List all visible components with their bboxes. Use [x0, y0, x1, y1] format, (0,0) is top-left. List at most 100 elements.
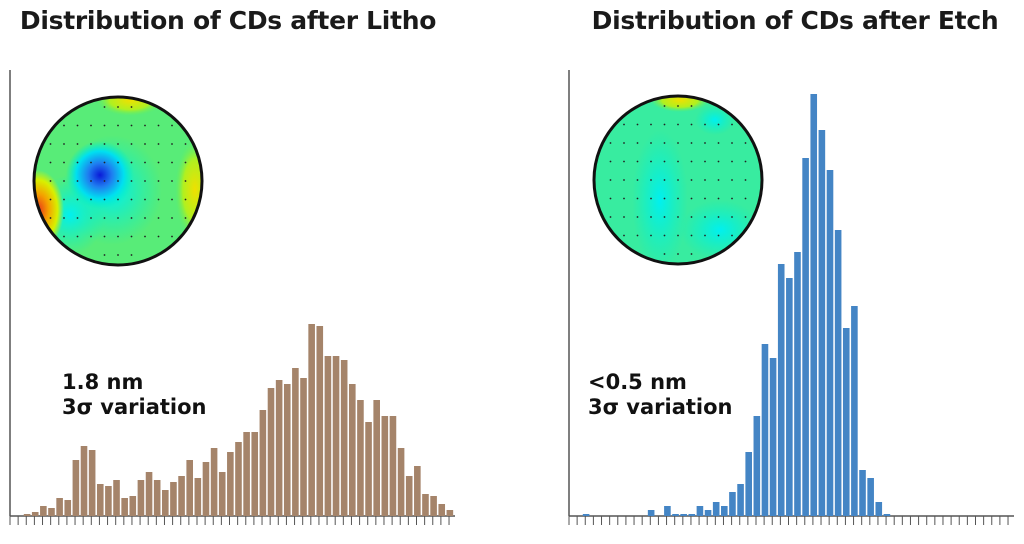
measurement-site: [744, 142, 747, 144]
measurement-site: [171, 180, 173, 182]
measurement-site: [690, 216, 693, 218]
litho-bar: [324, 356, 332, 516]
measurement-site: [731, 179, 733, 181]
measurement-site: [744, 216, 747, 218]
etch-bar: [672, 514, 679, 516]
etch-bar: [883, 514, 891, 516]
measurement-site: [90, 235, 92, 238]
etch-annotation: <0.5 nm 3σ variation: [588, 370, 732, 420]
measurement-site: [117, 217, 119, 219]
litho-bar: [48, 508, 55, 516]
measurement-site: [117, 180, 119, 182]
litho-variation-value: 1.8 nm: [62, 370, 144, 394]
measurement-site: [663, 160, 666, 163]
measurement-site: [677, 179, 679, 181]
measurement-site: [704, 179, 706, 181]
measurement-site: [157, 161, 160, 164]
measurement-site: [690, 123, 693, 126]
measurement-site: [130, 106, 133, 108]
measurement-site: [704, 160, 706, 163]
measurement-site: [90, 180, 92, 182]
measurement-site: [171, 235, 173, 238]
measurement-site: [76, 217, 79, 219]
measurement-site: [103, 254, 106, 256]
measurement-site: [144, 161, 146, 164]
measurement-site: [704, 123, 706, 126]
measurement-site: [103, 235, 106, 238]
litho-bar: [88, 450, 96, 516]
measurement-site: [704, 197, 706, 200]
measurement-site: [171, 198, 173, 201]
measurement-site: [103, 217, 106, 219]
etch-bar: [712, 502, 720, 516]
etch-wafer-map: [592, 94, 764, 266]
litho-variation-label: 3σ variation: [62, 395, 207, 419]
litho-annotation: 1.8 nm 3σ variation: [62, 370, 206, 420]
etch-bar: [745, 452, 752, 516]
measurement-site: [609, 142, 612, 144]
etch-bar: [786, 278, 793, 516]
litho-bar: [194, 478, 202, 516]
measurement-site: [717, 142, 720, 144]
measurement-site: [157, 180, 160, 182]
measurement-site: [623, 197, 625, 200]
measurement-site: [49, 217, 52, 219]
litho-bar: [405, 476, 413, 516]
litho-bar: [178, 476, 185, 516]
measurement-site: [731, 160, 733, 163]
etch-bar: [729, 492, 736, 516]
measurement-site: [130, 143, 133, 145]
measurement-site: [130, 235, 133, 238]
litho-bar: [300, 378, 307, 516]
measurement-site: [144, 143, 146, 145]
measurement-site: [171, 161, 173, 164]
measurement-site: [117, 235, 119, 238]
measurement-site: [731, 197, 733, 200]
measurement-site: [717, 234, 720, 237]
measurement-site: [144, 235, 146, 238]
etch-bar: [851, 306, 858, 516]
measurement-site: [76, 198, 79, 201]
measurement-site: [663, 123, 666, 126]
measurement-site: [636, 197, 639, 200]
measurement-site: [690, 179, 693, 181]
measurement-site: [171, 217, 173, 219]
measurement-site: [623, 179, 625, 181]
measurement-site: [677, 123, 679, 126]
etch-bar: [859, 470, 866, 516]
litho-bar: [332, 356, 340, 516]
measurement-site: [90, 161, 92, 164]
litho-bar: [72, 460, 80, 516]
litho-bar: [357, 400, 364, 516]
measurement-site: [49, 180, 52, 182]
measurement-site: [184, 180, 187, 182]
litho-wafer-map: [32, 95, 204, 267]
litho-bar: [56, 498, 63, 516]
etch-bar: [696, 506, 704, 516]
measurement-site: [690, 234, 693, 237]
measurement-site: [663, 142, 666, 144]
measurement-site: [623, 123, 625, 126]
measurement-site: [117, 124, 119, 127]
measurement-site: [650, 160, 652, 163]
measurement-site: [663, 105, 666, 107]
etch-bar: [704, 510, 712, 516]
measurement-site: [717, 197, 720, 200]
measurement-site: [650, 123, 652, 126]
etch-bar: [867, 478, 874, 516]
litho-bar: [259, 410, 267, 516]
measurement-site: [717, 123, 720, 126]
measurement-site: [76, 161, 79, 164]
measurement-site: [76, 143, 79, 145]
measurement-site: [704, 216, 706, 218]
measurement-site: [677, 197, 679, 200]
measurement-site: [717, 216, 720, 218]
measurement-site: [623, 216, 625, 218]
measurement-site: [663, 179, 666, 181]
litho-bar: [129, 496, 137, 516]
measurement-site: [103, 198, 106, 201]
measurement-site: [677, 105, 679, 107]
litho-bar: [422, 494, 429, 516]
measurement-site: [623, 160, 625, 163]
